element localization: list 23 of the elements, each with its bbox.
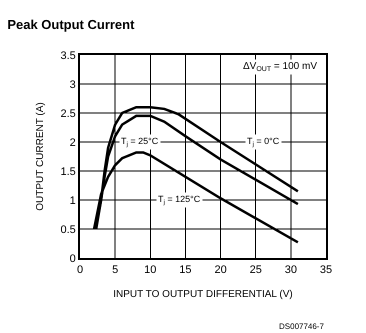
- y-tick-label: 0.5: [60, 224, 76, 236]
- y-tick-label: 3: [70, 78, 76, 91]
- annotation: ΔV$_{OUT}$ = 100 mV: [243, 61, 318, 74]
- x-tick-label: 10: [144, 264, 156, 276]
- y-tick-label: 1.5: [60, 166, 76, 178]
- x-axis-title: INPUT TO OUTPUT DIFFERENTIAL (V): [113, 289, 293, 300]
- y-tick-label: 2: [70, 136, 76, 149]
- x-tick-label: 35: [320, 264, 332, 276]
- text: DS007746-7: [279, 322, 324, 331]
- y-tick-label: 0: [70, 252, 76, 265]
- y-tick-label: 3.5: [60, 50, 76, 62]
- x-tick-label: 5: [112, 264, 118, 276]
- y-tick-label: 2.5: [60, 108, 76, 120]
- y-tick-label: 1: [70, 194, 76, 207]
- series-label: T$_{j}$ = 125°C: [158, 194, 201, 206]
- x-tick-label: 30: [284, 264, 297, 276]
- series-label: T$_{j}$ = 25°C: [121, 136, 159, 148]
- x-tick-label: 20: [214, 264, 227, 276]
- chart-title: Peak Output Current: [7, 17, 136, 32]
- series-label: T$_{j}$ = 0°C: [247, 136, 280, 148]
- x-tick-label: 15: [179, 264, 192, 276]
- x-tick-label: 25: [250, 264, 262, 276]
- y-axis-title: OUTPUT CURRENT (A): [35, 102, 46, 211]
